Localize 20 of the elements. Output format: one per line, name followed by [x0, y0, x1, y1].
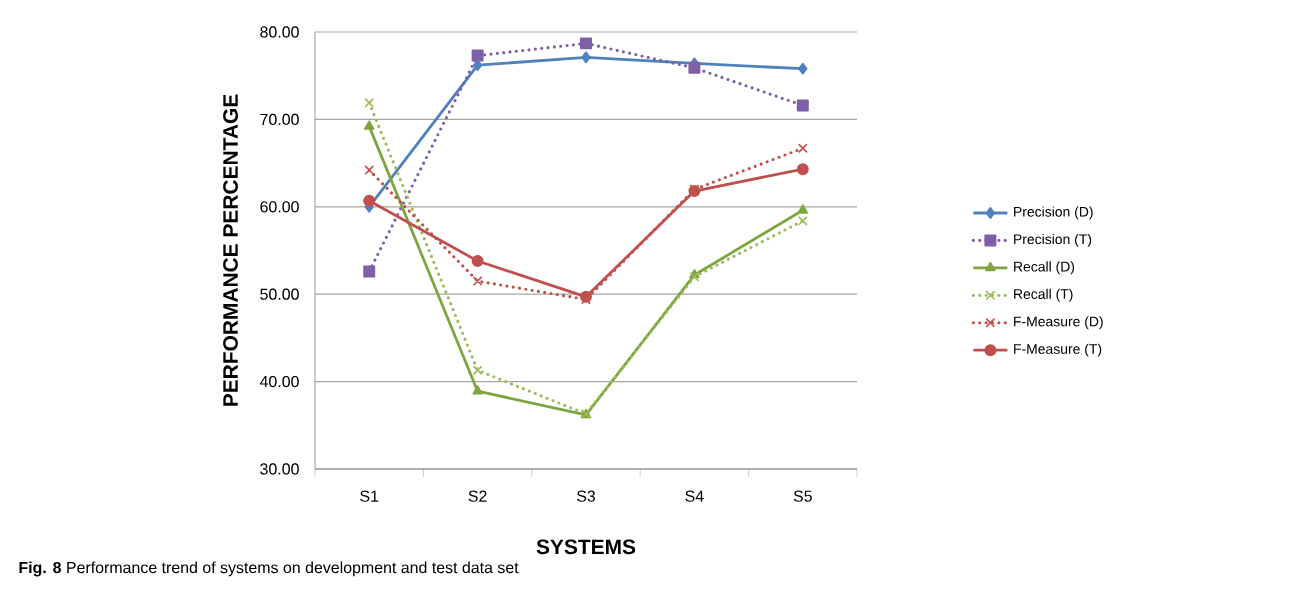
legend-label: Recall (T) — [1014, 288, 1073, 302]
x-axis-title: SYSTEMS — [536, 539, 636, 555]
y-tick-label: 30.00 — [260, 463, 299, 475]
text: Fig. 8 Performance trend of systems on development and test data set — [19, 561, 519, 577]
y-axis-title: PERFORMANCE PERCENTAGE — [223, 94, 238, 406]
y-tick-label: 60.00 — [260, 201, 299, 213]
x-tick-label: S1 — [360, 490, 379, 502]
y-tick-label: 80.00 — [260, 26, 299, 38]
x-tick-label: S2 — [468, 490, 487, 502]
x-tick-label: S5 — [793, 490, 812, 502]
x-tick-label: S4 — [685, 490, 704, 502]
legend-label: Recall (D) — [1014, 261, 1075, 275]
legend-label: F-Measure (D) — [1014, 316, 1103, 330]
y-tick-label: 50.00 — [260, 288, 299, 300]
legend-label: Precision (T) — [1014, 233, 1092, 247]
legend-label: F-Measure (T) — [1014, 343, 1102, 357]
y-tick-label: 70.00 — [260, 113, 299, 126]
x-tick-label: S3 — [576, 490, 596, 502]
legend-label: Precision (D) — [1014, 206, 1093, 220]
y-tick-label: 40.00 — [259, 375, 299, 388]
